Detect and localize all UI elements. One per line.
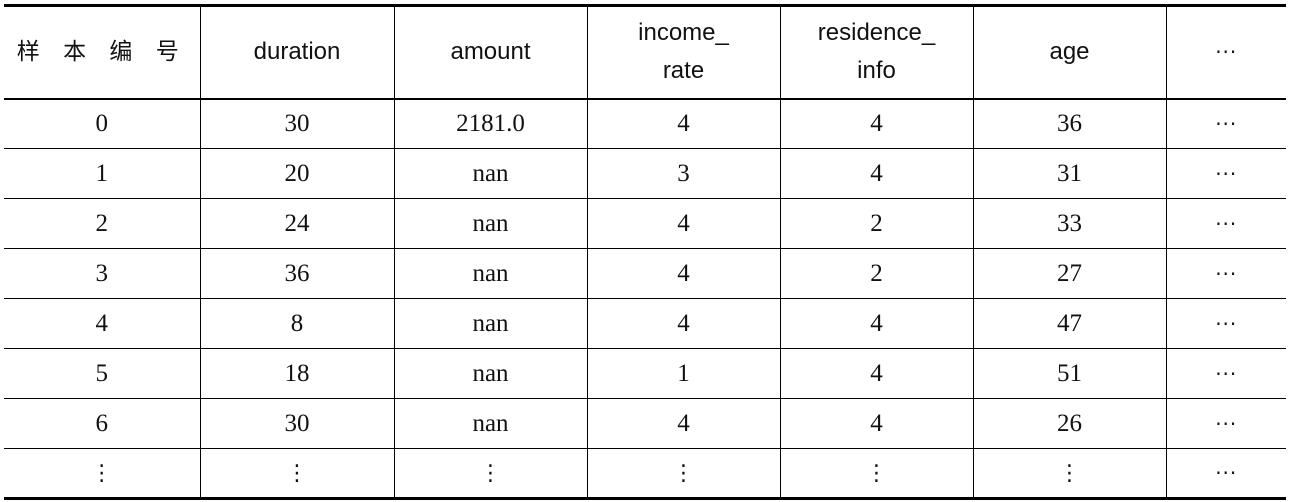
table-cell: 0 <box>4 98 201 149</box>
header-residence-info: residence_info <box>779 5 974 100</box>
header-age-line-1: age <box>1049 38 1090 66</box>
table-cell: nan <box>393 348 588 399</box>
table-cell: 2 <box>779 248 974 299</box>
table-cell: ⋮ <box>4 448 201 499</box>
table-cell: 1 <box>586 348 781 399</box>
table-cell: 4 <box>586 298 781 349</box>
header-income-rate-line-1: income_ <box>638 19 729 47</box>
table-cell: 8 <box>199 298 395 349</box>
table-cell: 47 <box>972 298 1167 349</box>
table-cell: 2 <box>779 198 974 249</box>
table-cell: 24 <box>199 198 395 249</box>
table-cell: ··· <box>1165 448 1286 499</box>
table-cell: 3 <box>586 148 781 199</box>
table-cell: 33 <box>972 198 1167 249</box>
table-cell: ⋮ <box>586 448 781 499</box>
header-age: age <box>972 5 1167 100</box>
table-row: 1 20 nan 3 4 31 ··· <box>4 148 1286 199</box>
table-cell: nan <box>393 248 588 299</box>
table-cell: 4 <box>779 348 974 399</box>
table-cell: 4 <box>586 198 781 249</box>
table-cell: 36 <box>199 248 395 299</box>
table-row: 3 36 nan 4 2 27 ··· <box>4 248 1286 299</box>
table-cell: ⋮ <box>199 448 395 499</box>
table-cell: ··· <box>1165 298 1286 349</box>
table-cell: nan <box>393 398 588 449</box>
table-cell: 5 <box>4 348 201 399</box>
header-amount: amount <box>393 5 588 100</box>
table-cell: ⋮ <box>393 448 588 499</box>
header-residence-info-line-2: info <box>857 57 896 85</box>
table-cell: 26 <box>972 398 1167 449</box>
header-residence-info-line-1: residence_ <box>817 19 936 47</box>
table-cell: nan <box>393 198 588 249</box>
table-cell: ··· <box>1165 348 1286 399</box>
table-cell: nan <box>393 148 588 199</box>
table-cell: 20 <box>199 148 395 199</box>
table-cell: 31 <box>972 148 1167 199</box>
header-sample-id-line-1: 样 本 编 号 <box>16 39 187 66</box>
table-row: 6 30 nan 4 4 26 ··· <box>4 398 1286 449</box>
table-cell: 6 <box>4 398 201 449</box>
table-cell: 51 <box>972 348 1167 399</box>
table-row: 5 18 nan 1 4 51 ··· <box>4 348 1286 399</box>
header-duration: duration <box>199 5 395 100</box>
table-cell: 2 <box>4 198 201 249</box>
table-cell: 27 <box>972 248 1167 299</box>
table-row: 0 30 2181.0 4 4 36 ··· <box>4 98 1286 149</box>
table-row: ⋮ ⋮ ⋮ ⋮ ⋮ ⋮ ··· <box>4 448 1286 499</box>
table-cell: 4 <box>779 98 974 149</box>
table-cell: 30 <box>199 398 395 449</box>
table-cell: ··· <box>1165 248 1286 299</box>
table-cell: 4 <box>4 298 201 349</box>
table-cell: 2181.0 <box>393 98 588 149</box>
table-cell: 30 <box>199 98 395 149</box>
table-cell: 4 <box>586 398 781 449</box>
header-more: ··· <box>1165 5 1286 100</box>
table-cell: ··· <box>1165 398 1286 449</box>
header-income-rate: income_rate <box>586 5 781 100</box>
header-row: 样 本 编 号 duration amount income_ rate residenc… <box>4 5 1286 100</box>
table-cell: 4 <box>779 148 974 199</box>
table-cell: ··· <box>1165 198 1286 249</box>
table-cell: 3 <box>4 248 201 299</box>
table-cell: 4 <box>779 398 974 449</box>
table-cell: ⋮ <box>779 448 974 499</box>
data-table: 样 本 编 号 duration amount income_ rate residenc… <box>4 4 1286 500</box>
header-more-line-1: ··· <box>1215 40 1238 65</box>
header-amount-line-1: amount <box>450 38 531 66</box>
table-cell: ··· <box>1165 98 1286 149</box>
table-row: 2 24 nan 4 2 33 ··· <box>4 198 1286 249</box>
table-row: 4 8 nan 4 4 47 ··· <box>4 298 1286 349</box>
table-cell: ··· <box>1165 148 1286 199</box>
table-cell: 4 <box>586 98 781 149</box>
header-sample-id: 样 本 编 号 <box>4 5 201 100</box>
table-cell: 36 <box>972 98 1167 149</box>
table-cell: ⋮ <box>972 448 1167 499</box>
header-duration-line-1: duration <box>253 38 341 66</box>
table-cell: 4 <box>779 298 974 349</box>
table-body: 0 30 2181.0 4 4 36 ··· 1 20 nan 3 4 31 ··· 2 24 nan 4 2 33 ·… <box>4 98 1286 499</box>
table-cell: 1 <box>4 148 201 199</box>
table-cell: nan <box>393 298 588 349</box>
header-income-rate-line-2: rate <box>662 57 705 85</box>
table-cell: 4 <box>586 248 781 299</box>
table-cell: 18 <box>199 348 395 399</box>
